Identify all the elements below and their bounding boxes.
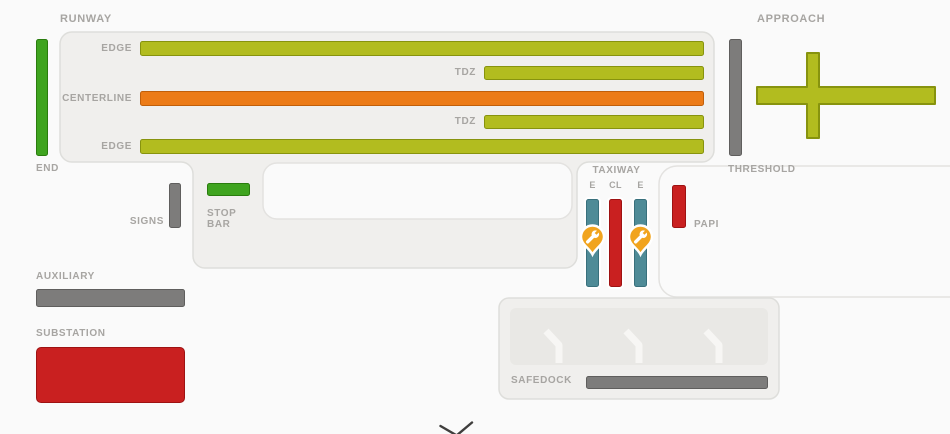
maintenance-pin-right[interactable] xyxy=(627,224,654,258)
signs-label: SIGNS xyxy=(129,216,164,227)
stop-bar-label-2: BAR xyxy=(207,219,231,230)
taxiway-title: TAXIWAY xyxy=(592,164,641,176)
end-label: END xyxy=(36,162,59,174)
safedock-apron xyxy=(510,308,768,365)
stop-bar-label-1: STOP xyxy=(207,208,237,219)
safedock-label: SAFEDOCK xyxy=(511,374,572,386)
runway-edge-bottom-light[interactable] xyxy=(140,139,704,154)
gate-mark xyxy=(623,328,643,363)
threshold-light[interactable] xyxy=(729,39,742,156)
papi-label: PAPI xyxy=(694,218,719,230)
signs-light[interactable] xyxy=(169,183,181,228)
runway-cutout xyxy=(262,162,573,220)
maintenance-pin-left[interactable] xyxy=(579,224,606,258)
threshold-label: THRESHOLD xyxy=(728,163,796,175)
taxiway-centerline-light[interactable] xyxy=(609,199,622,287)
runway-edge-top-light[interactable] xyxy=(140,41,704,56)
auxiliary-label: AUXILIARY xyxy=(36,270,95,282)
tdz-bottom-label: TDZ xyxy=(454,116,476,127)
gate-mark xyxy=(703,328,723,363)
runway-centerline-light[interactable] xyxy=(140,91,704,106)
auxiliary-light[interactable] xyxy=(36,289,185,307)
runway-tdz-bottom-light[interactable] xyxy=(484,115,704,129)
runway-tdz-top-light[interactable] xyxy=(484,66,704,80)
collapse-chevron-icon[interactable] xyxy=(439,421,474,434)
substation-label: SUBSTATION xyxy=(36,327,106,339)
papi-panel xyxy=(658,165,950,298)
papi-light[interactable] xyxy=(672,185,686,228)
taxiway-cl-label: CL xyxy=(609,179,622,190)
runway-title: RUNWAY xyxy=(60,13,112,25)
safedock-light[interactable] xyxy=(586,376,768,389)
approach-cross-light[interactable] xyxy=(756,52,936,139)
wrench-icon xyxy=(633,229,648,244)
wrench-icon xyxy=(585,229,600,244)
stop-bar-light[interactable] xyxy=(207,183,250,196)
taxiway-e-left-label: E xyxy=(589,179,596,190)
taxiway-e-right-label: E xyxy=(637,179,644,190)
centerline-label: CENTERLINE xyxy=(62,92,132,104)
substation-block[interactable] xyxy=(36,347,185,403)
tdz-top-label: TDZ xyxy=(454,67,476,78)
edge-bottom-label: EDGE xyxy=(101,140,132,152)
approach-title: APPROACH xyxy=(757,13,826,25)
runway-end-light[interactable] xyxy=(36,39,48,156)
edge-top-label: EDGE xyxy=(101,42,132,54)
gate-mark xyxy=(543,328,563,363)
